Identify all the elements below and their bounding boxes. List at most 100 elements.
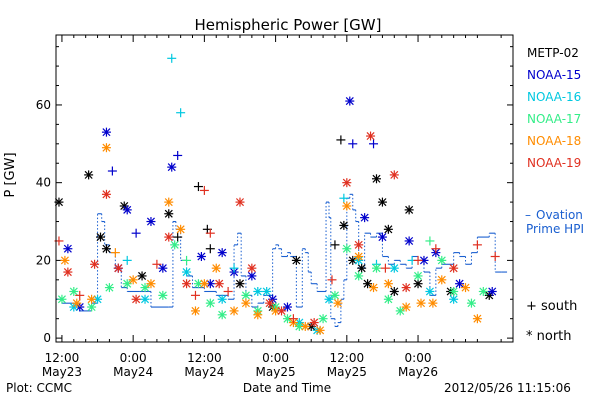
north-marker [455,279,465,289]
south-marker [182,255,192,265]
north-marker [241,290,251,300]
north-marker [383,294,393,304]
north-marker [176,224,186,234]
north-marker [158,290,168,300]
north-marker [101,244,111,254]
south-marker [327,275,337,285]
x-tick-label-time: 12:00 [45,351,80,365]
south-marker [229,263,239,273]
north-marker [413,271,423,281]
north-marker [131,294,141,304]
north-marker [389,263,399,273]
north-marker [265,298,275,308]
north-marker [342,178,352,188]
x-axis-label: Date and Time [243,381,331,395]
north-marker [104,283,114,293]
north-marker [241,298,251,308]
north-marker [291,255,301,265]
north-marker [217,294,227,304]
north-marker [377,197,387,207]
north-marker [57,294,67,304]
south-marker [176,108,186,118]
north-marker [137,271,147,281]
data-markers [54,53,500,335]
north-marker [357,263,367,273]
y-axis-ticks: 0 20 40 60 [36,46,513,345]
south-marker [425,236,435,246]
chart-title: Hemispheric Power [GW] [195,16,382,34]
north-marker [413,279,423,289]
north-marker [87,294,97,304]
north-marker [449,263,459,273]
ovation-legend-label: Ovation Prime HPI [526,208,584,236]
marker-legend-entry: * north [526,329,572,344]
north-marker [214,279,224,289]
north-marker [389,286,399,296]
north-marker [60,255,70,265]
south-marker [288,314,298,324]
north-marker [404,236,414,246]
south-marker [336,135,346,145]
north-marker [377,232,387,242]
north-marker [389,170,399,180]
north-marker [371,174,381,184]
north-marker [229,306,239,316]
south-marker [131,228,141,238]
south-marker [193,182,203,192]
x-tick-label-date: May23 [42,365,82,379]
north-marker [333,298,343,308]
south-marker [107,166,117,176]
north-marker [164,197,174,207]
south-marker [223,286,233,296]
north-marker [449,294,459,304]
north-marker [425,286,435,296]
y-tick-label: 40 [36,176,51,190]
y-tick-label: 0 [43,331,51,345]
legend-entry: NOAA-15 [527,68,581,82]
x-tick-label-time: 0:00 [405,351,432,365]
south-marker [369,139,379,149]
north-marker [217,310,227,320]
south-marker [348,139,358,149]
ovation-legend-line: Prime HPI [526,222,584,236]
south-marker [490,252,500,262]
north-marker [330,290,340,300]
x-tick-label-date: May26 [398,365,438,379]
north-marker [211,263,221,273]
north-marker [271,306,281,316]
north-marker [342,201,352,211]
north-marker [140,294,150,304]
north-marker [324,294,334,304]
north-marker [190,306,200,316]
north-marker [122,205,132,215]
north-marker [205,298,215,308]
north-marker [428,298,438,308]
north-marker [262,286,272,296]
north-marker [363,279,373,289]
north-marker [113,263,123,273]
north-marker [84,170,94,180]
plot-area [54,53,508,335]
x-tick-label-date: May25 [327,365,367,379]
south-marker [167,53,177,63]
north-marker [87,302,97,312]
x-tick-label-time: 0:00 [262,351,289,365]
north-marker [277,306,287,316]
south-marker [339,193,349,203]
south-marker [110,248,120,258]
x-tick-label-date: May24 [184,365,224,379]
north-marker [461,283,471,293]
north-marker [472,314,482,324]
legend-entry: NOAA-16 [527,90,581,104]
north-marker [140,283,150,293]
north-marker [101,143,111,153]
plot-frame [55,34,514,343]
y-tick-label: 60 [36,98,51,112]
north-marker [182,267,192,277]
x-tick-label-date: May25 [256,365,296,379]
north-marker [282,302,292,312]
north-marker [383,224,393,234]
north-marker [164,209,174,219]
